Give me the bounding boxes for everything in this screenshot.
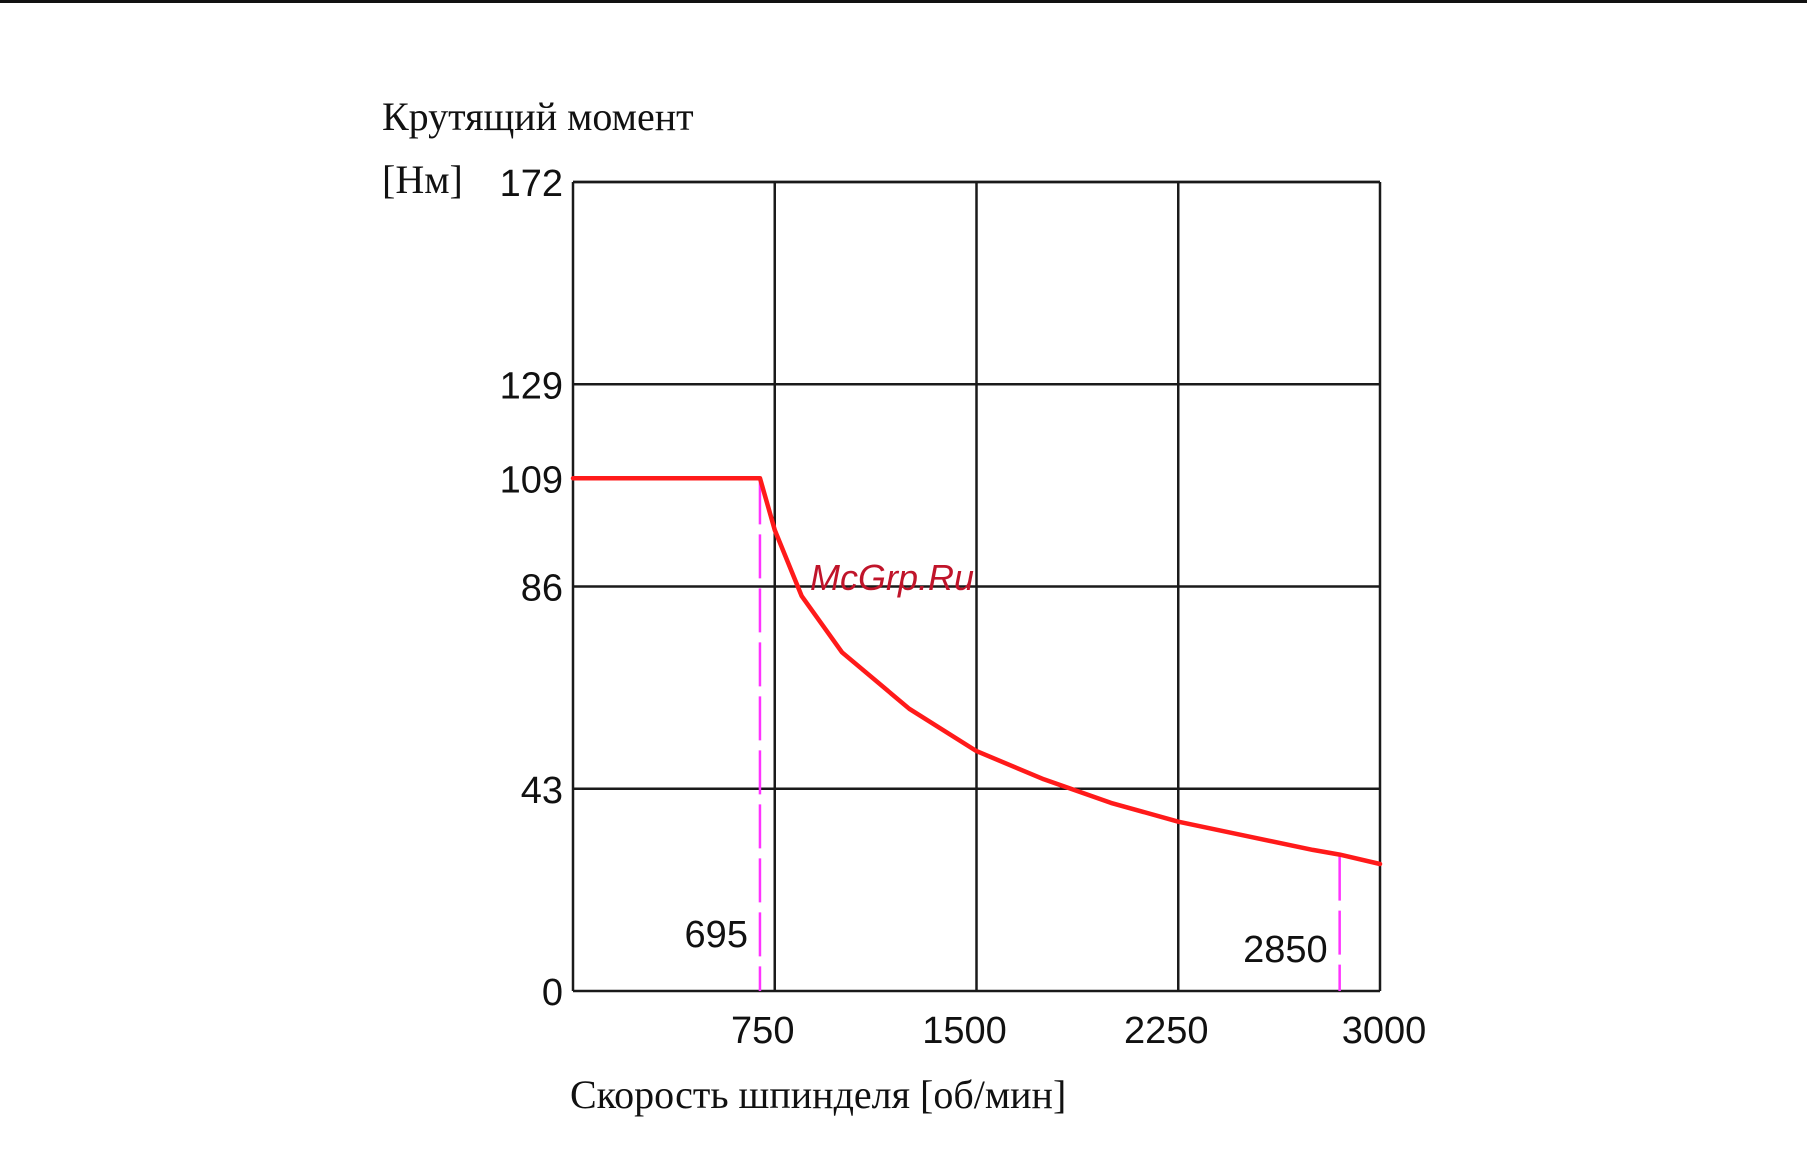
- axis-tick-labels: 0 43 86 129 172 109 750 1500 2250 3000: [500, 163, 1427, 1052]
- y-tick-label-109: 109: [500, 459, 563, 501]
- y-tick-label-86: 86: [521, 568, 563, 610]
- x-tick-label-1500: 1500: [922, 1010, 1007, 1052]
- torque-curve-0: [570, 476, 1383, 867]
- chart-grid: [571, 180, 1382, 993]
- watermark-text: McGrp.Ru: [810, 557, 974, 598]
- x-tick-label-750: 750: [731, 1010, 794, 1052]
- y-tick-label-172: 172: [500, 163, 563, 205]
- y-tick-label-43: 43: [521, 770, 563, 812]
- y-tick-label-129: 129: [500, 365, 563, 407]
- y-axis-label-line1: Крутящий момент: [382, 94, 694, 139]
- top-border-line: [0, 0, 1807, 3]
- y-tick-label-0: 0: [542, 972, 563, 1014]
- y-axis-label-line2: [Нм]: [382, 157, 463, 202]
- x-tick-label-3000: 3000: [1342, 1010, 1427, 1052]
- marker-label-695: 695: [685, 914, 748, 956]
- marker-label-2850: 2850: [1243, 929, 1328, 971]
- x-tick-label-2250: 2250: [1124, 1010, 1209, 1052]
- rpm-markers: 695 2850: [685, 480, 1341, 991]
- x-axis-label: Скорость шпинделя [об/мин]: [570, 1072, 1066, 1117]
- chart-series: [570, 476, 1383, 867]
